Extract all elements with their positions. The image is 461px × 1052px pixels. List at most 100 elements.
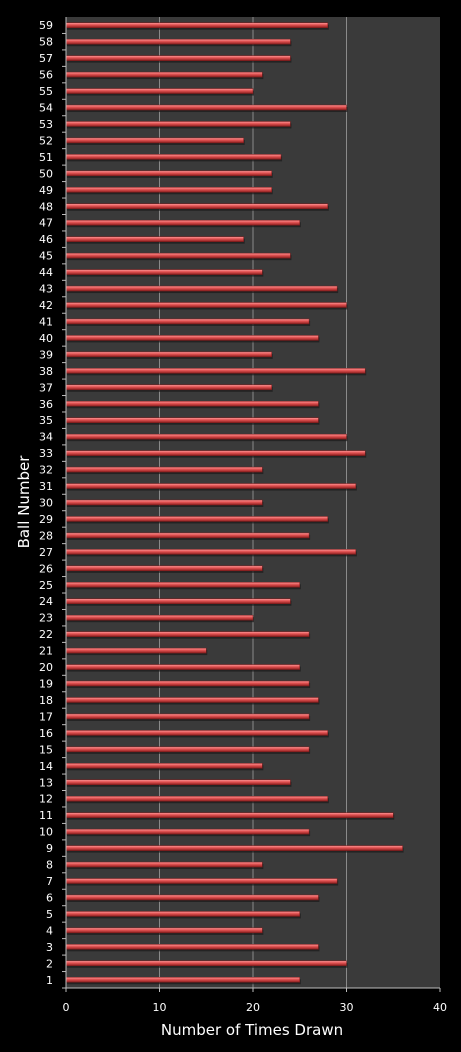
x-tick-label: 0 xyxy=(63,1001,70,1014)
y-tick-label: 54 xyxy=(39,102,53,115)
y-tick-label: 34 xyxy=(39,431,53,444)
bar-ball-33 xyxy=(65,450,366,456)
bar-ball-1 xyxy=(65,977,300,983)
bar-ball-10 xyxy=(65,828,310,835)
bar-ball-12 xyxy=(65,795,329,802)
y-tick-label: 42 xyxy=(39,299,53,312)
y-tick-label: 16 xyxy=(39,727,53,740)
y-tick-label: 52 xyxy=(39,134,53,147)
y-tick-label: 29 xyxy=(39,513,53,526)
bar-ball-40 xyxy=(65,335,319,341)
y-tick-label: 17 xyxy=(39,710,53,723)
y-tick-label: 39 xyxy=(39,348,53,361)
y-tick-label: 53 xyxy=(39,118,53,131)
bar-ball-37 xyxy=(65,384,272,391)
bar-ball-50 xyxy=(65,170,272,177)
y-tick-label: 41 xyxy=(39,315,53,328)
bar-ball-13 xyxy=(65,779,291,786)
y-tick-label: 15 xyxy=(39,743,53,756)
bar-ball-42 xyxy=(65,302,347,308)
y-tick-label: 14 xyxy=(39,760,53,773)
bar-ball-53 xyxy=(65,121,291,127)
y-tick-label: 33 xyxy=(39,447,53,460)
bar-ball-36 xyxy=(65,401,319,407)
y-tick-label: 26 xyxy=(39,562,53,575)
y-tick-label: 8 xyxy=(46,859,53,872)
y-tick-label: 2 xyxy=(46,957,53,970)
y-tick-label: 55 xyxy=(39,85,53,98)
y-tick-label: 3 xyxy=(46,941,53,954)
y-tick-label: 36 xyxy=(39,398,53,411)
bar-ball-23 xyxy=(65,614,254,621)
y-tick-label: 59 xyxy=(39,19,53,32)
bar-ball-5 xyxy=(65,911,300,917)
y-tick-label: 44 xyxy=(39,266,53,279)
bar-ball-24 xyxy=(65,598,291,604)
bar-ball-34 xyxy=(65,433,347,440)
bar-ball-44 xyxy=(65,269,263,275)
bars xyxy=(65,22,404,985)
x-tick-label: 20 xyxy=(246,1001,260,1014)
y-tick-label: 22 xyxy=(39,628,53,641)
y-tick-label: 25 xyxy=(39,579,53,592)
bar-ball-38 xyxy=(65,368,366,374)
y-tick-label: 7 xyxy=(46,875,53,888)
y-tick-label: 5 xyxy=(46,908,53,921)
y-tick-label: 24 xyxy=(39,595,53,608)
bar-ball-41 xyxy=(65,318,310,325)
y-tick-label: 12 xyxy=(39,793,53,806)
bar-ball-6 xyxy=(65,894,319,901)
y-tick-label: 19 xyxy=(39,678,53,691)
bar-ball-22 xyxy=(65,631,310,637)
bar-ball-51 xyxy=(65,154,282,160)
bar-ball-29 xyxy=(65,516,329,522)
bar-ball-32 xyxy=(65,466,263,473)
x-tick-label: 10 xyxy=(153,1001,167,1014)
y-tick-label: 6 xyxy=(46,891,53,904)
bar-ball-52 xyxy=(65,137,244,144)
bar-ball-19 xyxy=(65,680,310,687)
bar-ball-56 xyxy=(65,71,263,78)
y-tick-label: 30 xyxy=(39,497,53,510)
bar-ball-17 xyxy=(65,713,310,720)
bar-ball-15 xyxy=(65,746,310,753)
y-tick-label: 10 xyxy=(39,826,53,839)
y-tick-label: 46 xyxy=(39,233,53,246)
bar-ball-4 xyxy=(65,927,263,934)
y-tick-label: 11 xyxy=(39,809,53,822)
y-tick-label: 35 xyxy=(39,414,53,427)
bar-ball-8 xyxy=(65,861,263,868)
y-tick-label: 32 xyxy=(39,464,53,477)
bar-ball-48 xyxy=(65,203,329,210)
x-tick-label: 40 xyxy=(433,1001,447,1014)
y-tick-label: 4 xyxy=(46,924,53,937)
y-tick-label: 51 xyxy=(39,151,53,164)
bar-ball-2 xyxy=(65,960,347,967)
bar-ball-31 xyxy=(65,483,357,489)
y-tick-label: 31 xyxy=(39,480,53,493)
bar-ball-54 xyxy=(65,104,347,111)
y-tick-label: 47 xyxy=(39,217,53,230)
bar-ball-25 xyxy=(65,582,300,588)
bar-ball-58 xyxy=(65,38,291,45)
y-tick-label: 18 xyxy=(39,694,53,707)
y-tick-label: 50 xyxy=(39,167,53,180)
y-tick-labels: 1234567891011121314151617181920212223242… xyxy=(39,19,66,989)
bar-ball-20 xyxy=(65,664,300,670)
y-tick-label: 27 xyxy=(39,546,53,559)
y-tick-label: 49 xyxy=(39,184,53,197)
bar-ball-45 xyxy=(65,252,291,259)
bar-ball-21 xyxy=(65,647,207,654)
x-tick-labels: 0 10 20 30 40 xyxy=(63,988,447,1014)
bar-ball-9 xyxy=(65,845,403,851)
bar-ball-46 xyxy=(65,236,244,242)
bar-ball-47 xyxy=(65,219,300,226)
bar-ball-43 xyxy=(65,285,338,292)
bar-ball-35 xyxy=(65,417,319,423)
y-tick-label: 48 xyxy=(39,200,53,213)
bar-ball-26 xyxy=(65,565,263,572)
y-tick-label: 56 xyxy=(39,69,53,82)
bar-ball-27 xyxy=(65,549,357,555)
y-tick-label: 23 xyxy=(39,612,53,625)
